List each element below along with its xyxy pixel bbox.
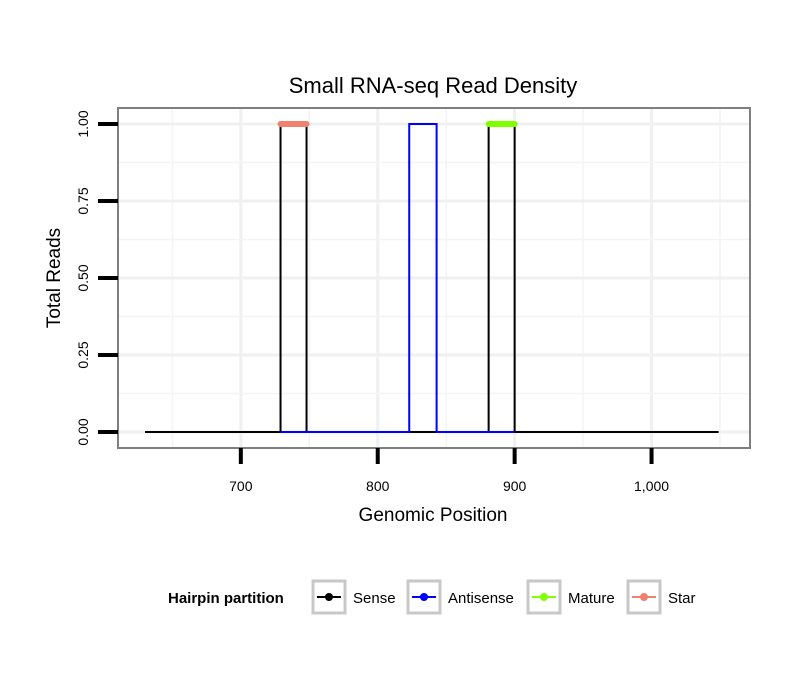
- x-tick-label: 1,000: [634, 478, 669, 494]
- chart-title: Small RNA-seq Read Density: [289, 73, 578, 98]
- x-tick-label: 700: [229, 478, 253, 494]
- y-axis: 0.00 0.25 0.50 0.75 1.00: [75, 110, 118, 446]
- y-tick-label: 0.25: [75, 341, 91, 368]
- legend-label-mature: Mature: [568, 590, 615, 607]
- y-tick-label: 0.75: [75, 187, 91, 214]
- y-tick-label: 0.50: [75, 264, 91, 291]
- legend-key-point: [640, 593, 648, 601]
- x-tick-label: 900: [503, 478, 527, 494]
- grid: [118, 108, 750, 448]
- y-tick-label: 0.00: [75, 418, 91, 445]
- series-antisense: [280, 123, 515, 433]
- y-tick-label: 1.00: [75, 110, 91, 137]
- x-tick-label: 800: [366, 478, 390, 494]
- legend-label-star: Star: [668, 590, 696, 607]
- x-axis-title: Genomic Position: [359, 505, 508, 526]
- legend-label-antisense: Antisense: [448, 590, 514, 607]
- legend-label-sense: Sense: [353, 590, 396, 607]
- series-layer: [145, 121, 719, 433]
- x-axis: 700 800 900 1,000: [229, 448, 669, 494]
- y-axis-title: Total Reads: [44, 228, 65, 328]
- legend-title: Hairpin partition: [168, 590, 284, 607]
- legend-key-point: [420, 593, 428, 601]
- legend-key-point: [325, 593, 333, 601]
- legend: Hairpin partition Sense Antisense Mature St…: [168, 579, 696, 615]
- legend-key-point: [540, 593, 548, 601]
